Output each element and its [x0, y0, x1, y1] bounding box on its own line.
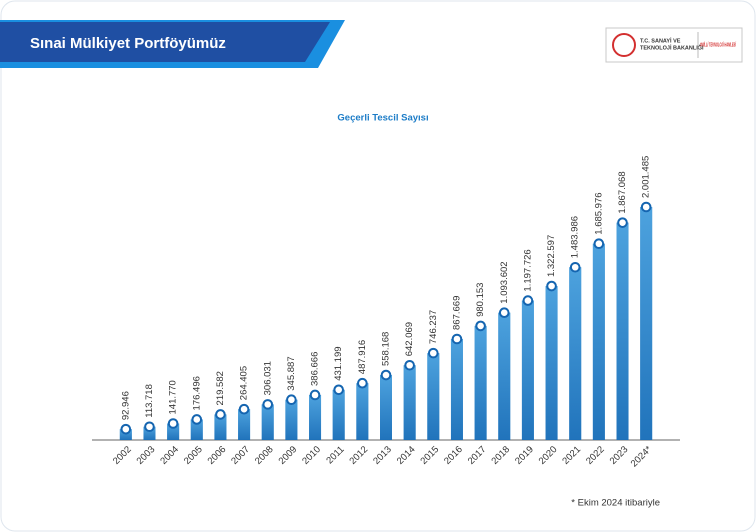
bar-shade [521, 300, 534, 440]
bar-marker [404, 359, 415, 371]
value-label: 176.496 [191, 376, 202, 410]
value-label: 1.093.602 [499, 261, 510, 303]
bar-shade [380, 375, 392, 440]
bar-shade [427, 353, 440, 440]
bar-shade [616, 222, 629, 440]
value-label: 558.168 [381, 332, 392, 366]
value-label: 867.669 [451, 296, 462, 330]
chart-title: Geçerli Tescil Sayısı [337, 113, 428, 124]
value-label: 219.582 [215, 371, 226, 405]
bar-shade [214, 414, 227, 440]
bar-marker [309, 389, 321, 401]
value-label: 431.199 [333, 346, 344, 380]
bar-shade [332, 389, 345, 440]
value-label: 1.197.726 [522, 249, 533, 291]
value-label: 746.237 [428, 310, 439, 344]
bar-marker [451, 333, 463, 345]
bar-shade [356, 383, 369, 440]
logo-text: T.C. SANAYİ VE [640, 37, 681, 44]
bar-shade [592, 243, 605, 440]
bar-shade [285, 399, 298, 440]
bar-marker [569, 261, 581, 273]
bar-shade [261, 404, 274, 440]
bar-marker [522, 295, 534, 306]
value-label: 141.770 [168, 380, 179, 414]
bar-marker [546, 280, 557, 292]
value-label: 1.867.068 [617, 171, 628, 213]
value-label: 1.483.986 [570, 216, 581, 258]
value-label: 345.887 [286, 356, 297, 390]
bar-marker [357, 377, 368, 389]
value-label: 642.069 [404, 322, 415, 356]
bar-marker [593, 238, 605, 250]
bar-marker [262, 399, 274, 410]
value-label: 2.001.485 [641, 156, 652, 198]
value-label: 487.916 [357, 340, 368, 374]
bar-marker [475, 320, 486, 332]
bar-marker [498, 307, 510, 318]
bar-marker [120, 423, 132, 435]
logo-tag: #MİLLİ TEKNOLOJİ HAMLESİ [700, 41, 736, 48]
bar-shade [403, 365, 416, 440]
logo-box [605, 27, 743, 63]
footnote: * Ekim 2024 itibariyle [571, 498, 660, 509]
bar-shade [569, 267, 582, 440]
bar-marker [144, 421, 155, 433]
bar-marker [333, 384, 344, 396]
value-label: 264.405 [239, 366, 250, 400]
bar-shade [119, 429, 132, 440]
logo-emblem [612, 33, 636, 57]
bar-shade [450, 338, 463, 440]
bar-shade [238, 409, 251, 440]
value-label: 1.685.976 [593, 192, 604, 234]
header-banner [0, 22, 330, 62]
value-label: 113.718 [144, 384, 155, 418]
value-label: 92.946 [120, 391, 131, 420]
bar-shade [498, 312, 511, 440]
bar-shade [545, 286, 558, 440]
bar-marker [640, 201, 652, 213]
value-label: 980.153 [475, 283, 486, 317]
bar-shade [309, 394, 322, 440]
bar-marker [167, 418, 179, 429]
value-label: 386.666 [310, 352, 321, 386]
bar-shade [474, 325, 487, 440]
bar-marker [617, 217, 628, 228]
value-label: 306.031 [262, 361, 273, 395]
bar-marker [428, 347, 439, 359]
bar-marker [191, 414, 203, 425]
header-title: Sınai Mülkiyet Portföyümüz [30, 35, 226, 52]
bar-marker [215, 409, 226, 420]
logo-text: TEKNOLOJİ BAKANLIĞI [640, 43, 704, 51]
bar-marker [380, 369, 392, 381]
bar-shade [640, 207, 653, 440]
bar-marker [286, 394, 297, 406]
value-label: 1.322.597 [546, 235, 557, 277]
bar-marker [238, 403, 250, 415]
bar-shade [190, 419, 203, 440]
